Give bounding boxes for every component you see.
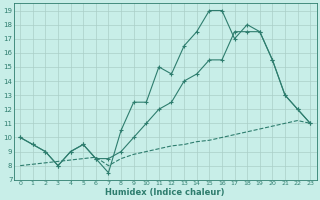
X-axis label: Humidex (Indice chaleur): Humidex (Indice chaleur)	[106, 188, 225, 197]
